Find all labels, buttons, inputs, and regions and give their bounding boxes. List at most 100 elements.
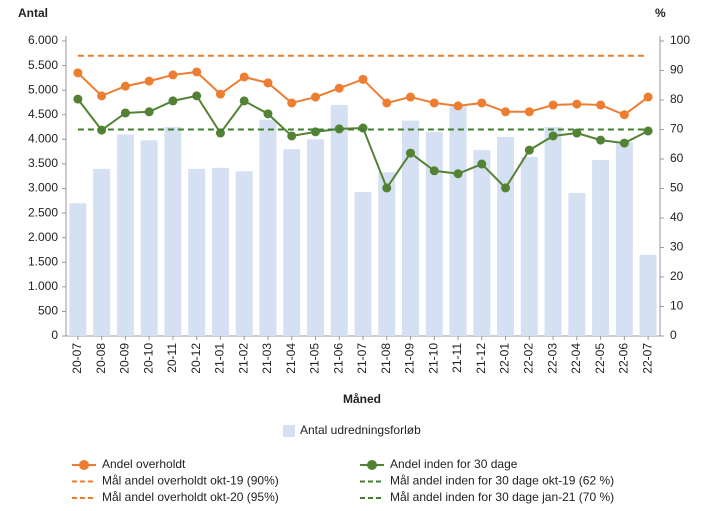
x-tick-label: 20-09	[118, 343, 132, 374]
x-tick-label: 21-05	[308, 343, 322, 374]
point	[144, 107, 154, 117]
bar	[378, 172, 396, 336]
point	[524, 107, 534, 117]
bar	[164, 127, 182, 337]
bar	[116, 134, 134, 336]
point	[97, 91, 107, 101]
x-tick-label: 22-05	[593, 343, 607, 374]
legend-label: Andel overholdt	[102, 457, 186, 471]
bar	[283, 149, 301, 336]
bar	[140, 140, 158, 336]
point	[192, 67, 202, 77]
legend-label: Mål andel overholdt okt-19 (90%)	[102, 474, 279, 488]
x-tick-label: 21-03	[260, 343, 274, 374]
y2-tick-label: 50	[670, 181, 684, 195]
y2-axis-title: %	[655, 6, 666, 20]
point	[501, 107, 511, 117]
point	[477, 159, 487, 169]
x-tick-label: 20-11	[165, 343, 179, 373]
bar	[615, 141, 633, 336]
point	[453, 169, 463, 179]
point	[548, 100, 558, 110]
point	[406, 148, 416, 158]
y-tick-label: 2.000	[28, 230, 58, 244]
point	[548, 131, 558, 141]
x-tick-label: 22-06	[617, 343, 631, 374]
point	[382, 183, 392, 193]
point	[310, 92, 320, 102]
point	[192, 91, 202, 101]
legend-label: Mål andel inden for 30 dage okt-19 (62 %…	[390, 474, 614, 488]
point	[215, 128, 225, 138]
bar	[639, 254, 657, 336]
y2-tick-label: 0	[670, 328, 677, 342]
bar	[449, 104, 467, 337]
legend-label: Andel inden for 30 dage	[390, 457, 518, 471]
y-tick-label: 1.500	[28, 254, 58, 268]
bar	[592, 159, 610, 336]
point	[406, 92, 416, 102]
point	[144, 76, 154, 86]
bar	[497, 136, 515, 336]
point	[263, 78, 273, 88]
point	[501, 183, 511, 193]
x-tick-label: 22-04	[569, 343, 583, 374]
x-tick-label: 20-07	[70, 343, 84, 374]
point	[453, 101, 463, 111]
point	[73, 68, 83, 78]
x-tick-label: 20-08	[94, 343, 108, 374]
x-tick-label: 21-07	[355, 343, 369, 374]
y-tick-label: 6.000	[28, 33, 58, 47]
bar	[520, 157, 538, 336]
x-tick-label: 21-01	[213, 343, 227, 374]
y-tick-label: 2.500	[28, 205, 58, 219]
y-tick-label: 4.500	[28, 107, 58, 121]
y2-tick-label: 80	[670, 92, 684, 106]
x-tick-label: 21-09	[403, 343, 417, 374]
bar	[568, 192, 586, 336]
x-tick-label: 21-11	[450, 343, 464, 373]
point	[358, 74, 368, 84]
point	[643, 92, 653, 102]
point	[168, 70, 178, 80]
point	[429, 98, 439, 108]
legend-label: Mål andel inden for 30 dage jan-21 (70 %…	[390, 490, 614, 504]
x-tick-label: 22-07	[640, 343, 654, 374]
x-tick-label: 21-02	[236, 343, 250, 374]
bar	[259, 119, 277, 337]
bar	[235, 171, 253, 336]
x-tick-label: 21-10	[426, 343, 440, 374]
y-tick-label: 0	[51, 328, 58, 342]
point	[596, 100, 606, 110]
point	[524, 145, 534, 155]
y-axis-title: Antal	[18, 6, 48, 20]
line	[77, 94, 649, 191]
y2-tick-label: 20	[670, 269, 684, 283]
x-tick-label: 22-02	[521, 343, 535, 374]
y2-tick-label: 10	[670, 299, 684, 313]
y2-tick-label: 40	[670, 210, 684, 224]
point	[477, 98, 487, 108]
y-tick-label: 500	[38, 304, 58, 318]
point	[287, 131, 297, 141]
point	[358, 123, 368, 133]
point	[287, 98, 297, 108]
bar	[93, 168, 111, 336]
x-tick-label: 22-01	[498, 343, 512, 374]
bar	[211, 167, 229, 336]
legend-marker	[367, 460, 377, 470]
bar	[330, 104, 348, 337]
point	[120, 108, 130, 118]
point	[619, 110, 629, 120]
point	[572, 99, 582, 109]
x-tick-label: 21-12	[474, 343, 488, 374]
x-tick-label: 21-08	[379, 343, 393, 374]
point	[429, 166, 439, 176]
point	[643, 126, 653, 136]
point	[572, 128, 582, 138]
x-tick-label: 20-12	[189, 343, 203, 374]
legend-swatch	[283, 425, 295, 437]
bar	[69, 203, 87, 336]
y-tick-label: 4.000	[28, 132, 58, 146]
